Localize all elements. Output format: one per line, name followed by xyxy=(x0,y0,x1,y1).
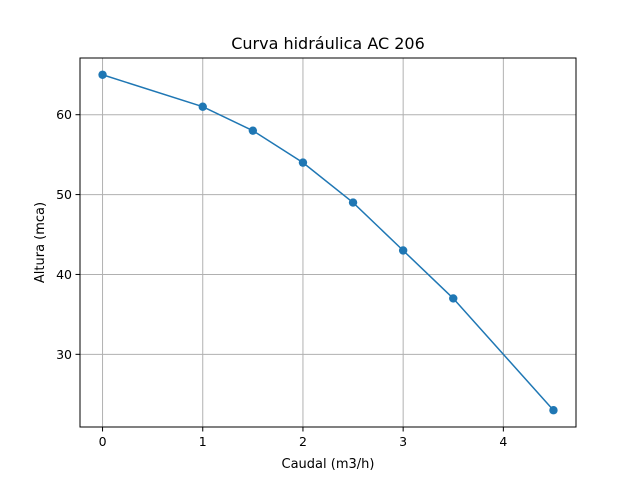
data-point xyxy=(98,70,107,79)
x-tick-label: 4 xyxy=(499,434,507,449)
x-tick-label: 2 xyxy=(299,434,307,449)
series-line xyxy=(102,74,555,411)
data-point xyxy=(549,406,558,415)
y-tick-label: 50 xyxy=(56,187,72,202)
data-point xyxy=(348,198,358,207)
data-point xyxy=(248,126,258,135)
data-point xyxy=(398,246,408,255)
y-tick-label: 40 xyxy=(56,267,72,282)
y-tick-label: 60 xyxy=(56,107,72,122)
plot-area-background xyxy=(80,58,576,427)
x-tick-label: 0 xyxy=(99,434,107,449)
data-point xyxy=(298,158,308,167)
x-tick-label: 1 xyxy=(199,434,207,449)
y-axis-label: Altura (mca) xyxy=(33,202,48,283)
series-layer xyxy=(98,70,558,415)
ticks-layer: 0 1 2 3 4 30 40 50 60 xyxy=(56,107,507,449)
x-tick-label: 3 xyxy=(399,434,407,449)
x-axis-label: Caudal (m3/h) xyxy=(282,457,375,472)
chart-title: Curva hidráulica AC 206 xyxy=(231,34,425,53)
data-point xyxy=(198,102,207,111)
plot-area-frame xyxy=(79,57,577,428)
data-point xyxy=(449,294,458,303)
y-tick-label: 30 xyxy=(56,347,72,362)
grid-layer xyxy=(80,58,576,427)
